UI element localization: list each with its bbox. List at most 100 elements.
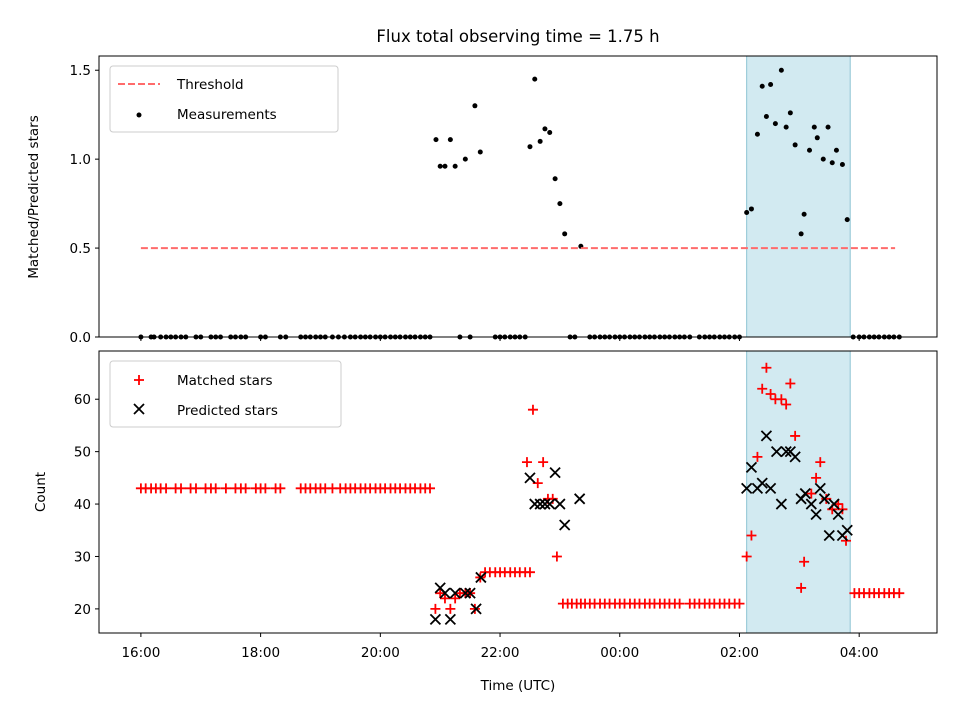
measurement-point (744, 210, 750, 216)
matched-star-point (176, 483, 187, 494)
measurement-point (829, 160, 835, 166)
predicted-star-point (559, 519, 571, 531)
measurement-point (772, 121, 778, 127)
predicted-star-point (554, 498, 566, 510)
bottom-y-tick-label: 60 (74, 392, 91, 408)
x-tick-label: 02:00 (720, 645, 759, 661)
predicted-star-point (756, 477, 768, 489)
x-tick-label: 20:00 (361, 645, 400, 661)
measurement-point (811, 124, 817, 130)
measurement-point (763, 113, 769, 119)
bottom-y-axis: 20 30 40 50 60 (74, 392, 99, 618)
matched-star-point (275, 483, 286, 494)
matched-star-point (796, 582, 807, 593)
predicted-star-point (799, 487, 811, 500)
predicted-star-point (459, 587, 471, 599)
predicted-star-point (741, 482, 753, 494)
x-tick-label: 00:00 (600, 645, 639, 661)
predicted-star-point (775, 498, 788, 510)
predicted-star-point (764, 482, 777, 494)
measurement-point (844, 217, 850, 223)
bottom-y-tick-label: 30 (74, 549, 91, 565)
bottom-y-tick-label: 20 (74, 602, 91, 618)
predicted-star-point (449, 587, 461, 599)
predicted-star-point (760, 430, 773, 442)
bottom-highlight-span (746, 350, 851, 634)
matched-star-point (746, 530, 757, 541)
predicted-star-point (439, 587, 451, 599)
top-plot-frame (98, 55, 938, 338)
predicted-star-point (534, 498, 546, 510)
measurement-point (807, 147, 813, 153)
matched-star-point (210, 483, 221, 494)
matched-star-point (161, 483, 172, 494)
measurement-point (814, 135, 820, 141)
legend-matched-swatch (134, 375, 144, 385)
measurement-point (820, 156, 826, 162)
measurement-point (783, 124, 789, 130)
legend-threshold-label: Threshold (176, 77, 244, 93)
x-tick-label: 22:00 (481, 645, 520, 661)
measurement-point (447, 137, 453, 143)
bottom-legend: Matched stars Predicted stars (109, 360, 342, 428)
matched-star-point (757, 383, 768, 394)
matched-star-point (521, 457, 532, 468)
measurement-point (801, 211, 807, 217)
matched-star-point (445, 603, 456, 614)
top-y-tick-label: 1.0 (70, 152, 91, 168)
predicted-star-point (818, 493, 831, 505)
predicted-stars-layer (429, 430, 853, 626)
predicted-star-point (524, 472, 536, 484)
predicted-star-point (539, 498, 551, 510)
predicted-star-point (475, 571, 487, 584)
x-axis-label: Time (UTC) (480, 678, 556, 694)
matched-star-point (894, 588, 905, 599)
predicted-star-point (832, 508, 844, 521)
top-legend-box (109, 65, 339, 133)
matched-star-point (781, 399, 792, 410)
matched-star-point (790, 430, 801, 441)
matched-star-point (811, 472, 822, 483)
predicted-star-point (828, 498, 840, 510)
predicted-star-point (745, 461, 758, 474)
matched-star-point (220, 483, 231, 494)
measurement-point (552, 176, 558, 182)
top-y-tick-label: 1.5 (70, 63, 91, 79)
matched-star-point (752, 451, 763, 462)
measurement-point (557, 201, 563, 207)
predicted-star-point (814, 482, 826, 494)
predicted-star-point (544, 498, 556, 510)
measurement-point (798, 231, 804, 237)
predicted-star-point (574, 493, 586, 505)
top-y-axis-label: Matched/Predicted stars (26, 115, 42, 278)
measurement-point (452, 163, 458, 169)
predicted-star-point (529, 498, 541, 510)
predicted-star-point (429, 613, 442, 626)
measurement-point (433, 137, 439, 143)
matched-star-point (439, 593, 450, 604)
bottom-legend-box (109, 360, 342, 428)
predicted-star-point (810, 508, 822, 521)
predicted-star-point (823, 529, 835, 542)
predicted-star-point (464, 587, 476, 599)
matched-star-point (524, 567, 535, 578)
predicted-star-point (780, 446, 792, 458)
measurement-point (477, 149, 483, 155)
matched-star-point (190, 483, 201, 494)
bottom-plot-frame (98, 350, 938, 634)
matched-star-point (425, 483, 436, 494)
matched-star-point (435, 588, 446, 599)
measurement-point (527, 144, 533, 150)
matched-star-point (799, 556, 810, 567)
matched-star-point (761, 362, 772, 373)
top-x-tick-marks (140, 337, 860, 341)
measurement-point (442, 163, 448, 169)
measurement-point (542, 126, 548, 132)
predicted-star-point (841, 524, 853, 536)
x-axis: 16:00 18:00 20:00 22:00 00:00 02:00 04:00 (121, 633, 879, 661)
bottom-y-tick-label: 40 (74, 497, 91, 513)
matched-star-point (538, 457, 549, 468)
matched-star-point (841, 535, 852, 546)
top-y-tick-label: 0.0 (70, 330, 91, 346)
